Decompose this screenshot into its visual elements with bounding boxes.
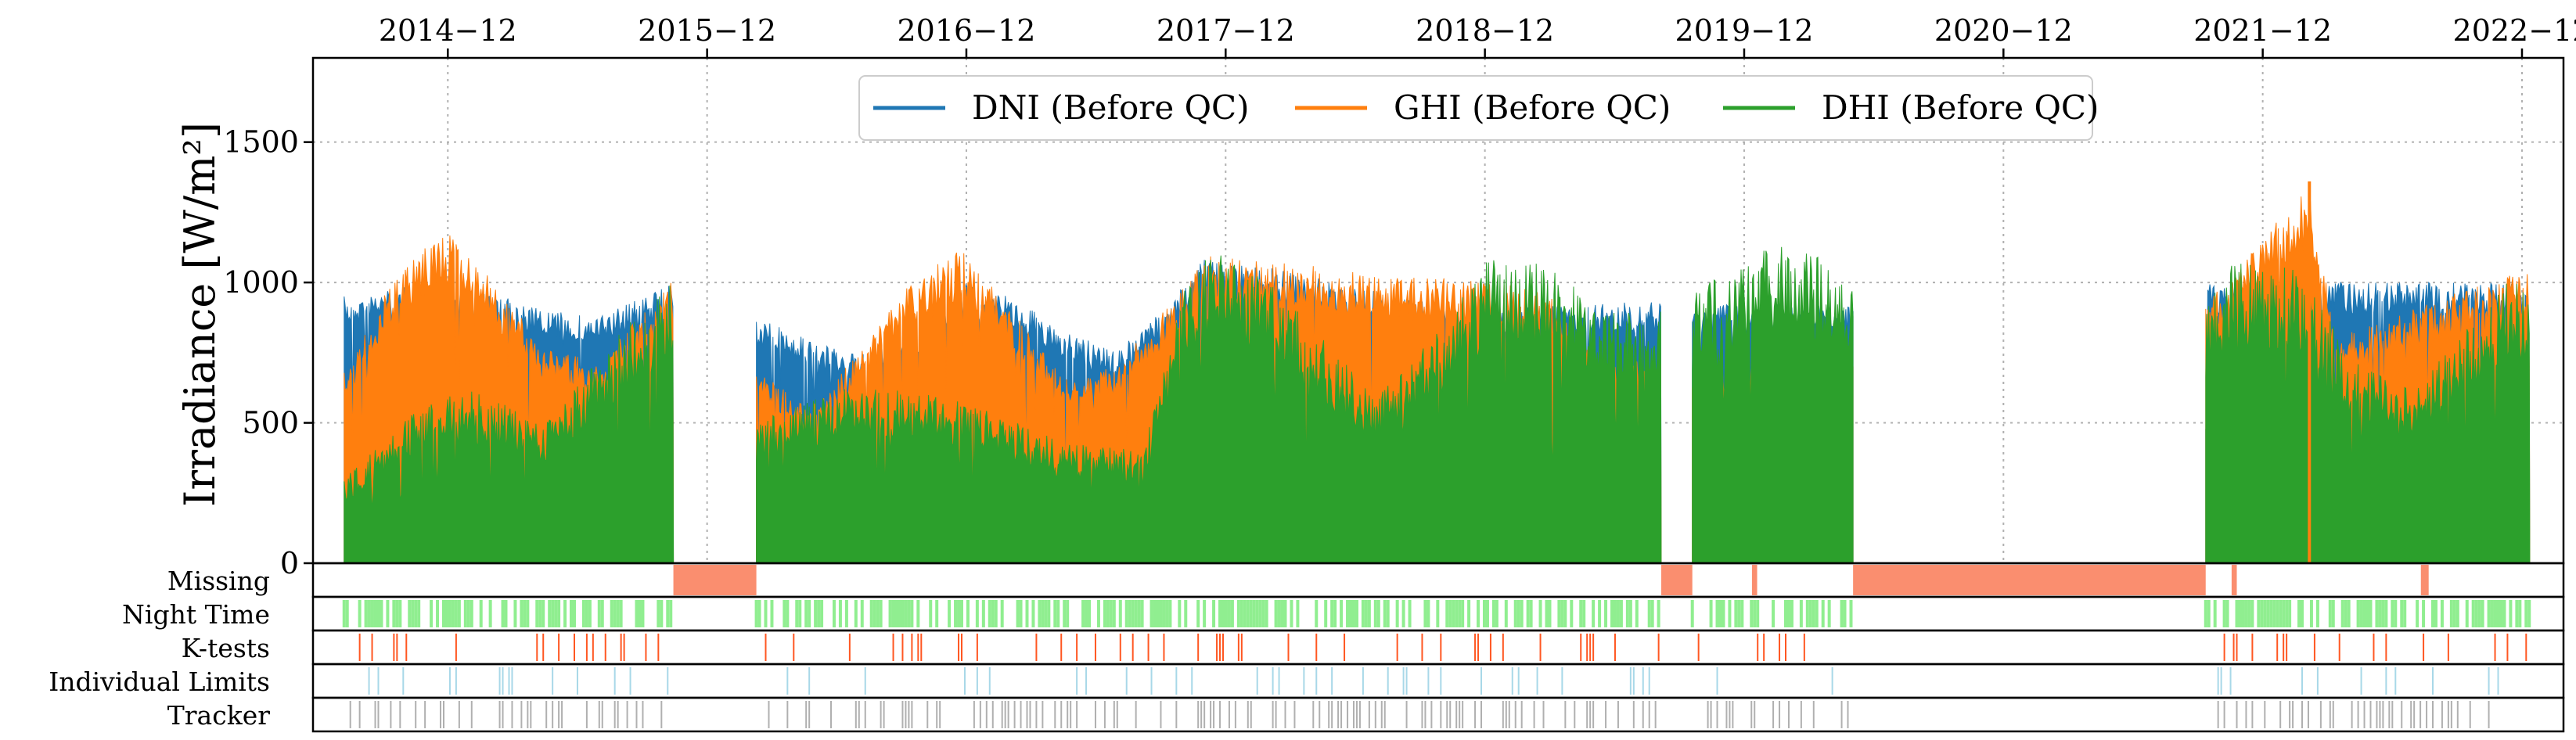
- flag-strip-label: Tracker: [167, 700, 270, 731]
- x-tick-label: 2020−12: [1934, 13, 2073, 48]
- plot-frame: [311, 56, 2565, 565]
- y-tick-label: 1000: [223, 265, 299, 300]
- missing-span: [2420, 565, 2429, 595]
- axes: [311, 56, 2565, 565]
- data-areas: [344, 181, 2531, 563]
- flag-strip-frame: [311, 696, 2565, 733]
- x-tick-label: 2021−12: [2193, 13, 2332, 48]
- y-tick-label: 500: [242, 406, 299, 440]
- missing-span: [1853, 565, 2206, 595]
- y-axis-ticks: 0 500 1000 1500: [223, 125, 313, 580]
- x-tick-label: 2014−12: [379, 13, 517, 48]
- flag-strip-night-time: Night Time: [122, 595, 2565, 632]
- x-axis-ticks: 2014−12 2015−12 2016−12 2017−12 2018−12 2019−…: [379, 13, 2576, 58]
- legend-label-dni: DNI (Before QC): [972, 88, 1250, 127]
- flag-strip-frame: [311, 562, 2565, 598]
- series-dhi: [344, 246, 2531, 563]
- flag-strip-label: K-tests: [182, 633, 270, 663]
- flag-strip-k-tests: K-tests: [182, 629, 2565, 666]
- legend: DNI (Before QC) GHI (Before QC) DHI (Befor…: [858, 75, 2099, 141]
- y-axis-label: Irradiance [W/m²]: [175, 122, 225, 507]
- missing-span: [1751, 565, 1758, 595]
- missing-span: [1660, 565, 1693, 595]
- x-tick-label: 2016−12: [898, 13, 1036, 48]
- y-tick-label: 0: [280, 546, 299, 580]
- flag-strip-label: Individual Limits: [49, 666, 270, 697]
- flag-strip-label: Night Time: [122, 599, 270, 630]
- y-tick-label: 1500: [223, 125, 299, 160]
- flag-strip-tracker: Tracker: [167, 696, 2565, 733]
- flag-strip-frame: [311, 629, 2565, 666]
- missing-span: [2231, 565, 2237, 595]
- x-tick-label: 2019−12: [1675, 13, 1814, 48]
- flag-strip-label: Missing: [167, 566, 270, 596]
- missing-span: [673, 565, 757, 595]
- legend-label-dhi: DHI (Before QC): [1822, 88, 2099, 127]
- flag-strip-missing: Missing: [167, 562, 2565, 598]
- x-tick-label: 2018−12: [1416, 13, 1554, 48]
- flag-strip-individual-limits: Individual Limits: [49, 663, 2565, 699]
- legend-box: [858, 75, 2093, 141]
- x-tick-label: 2022−12: [2453, 13, 2576, 48]
- x-tick-label: 2015−12: [638, 13, 776, 48]
- x-tick-label: 2017−12: [1157, 13, 1295, 48]
- flag-strip-frame: [311, 663, 2565, 699]
- legend-label-ghi: GHI (Before QC): [1394, 88, 1671, 127]
